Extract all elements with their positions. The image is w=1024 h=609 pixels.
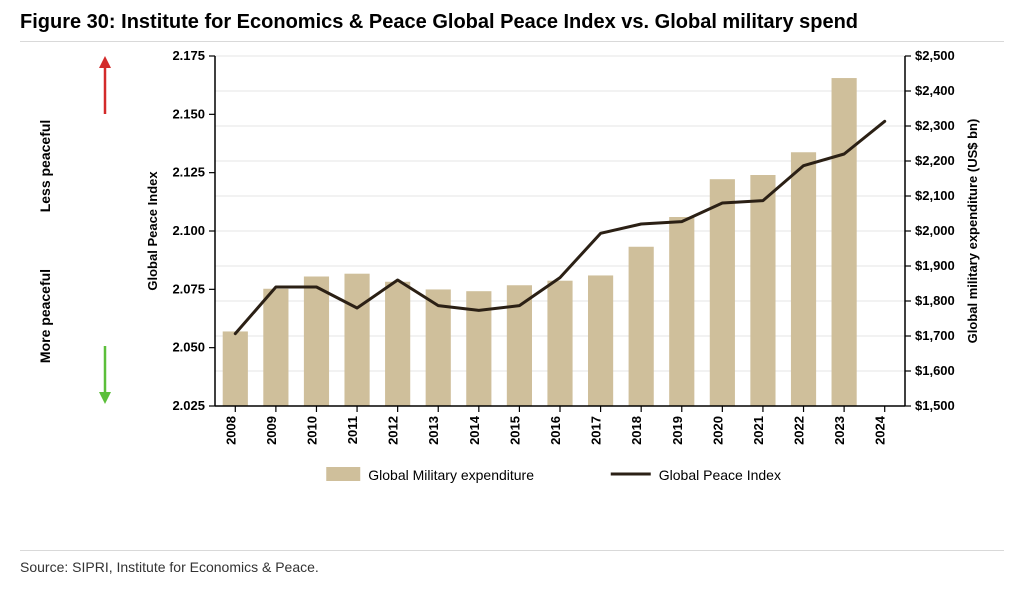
bar	[547, 281, 572, 406]
x-tick-label: 2017	[589, 416, 604, 445]
legend-line-label: Global Peace Index	[659, 467, 781, 483]
figure-title: Figure 30: Institute for Economics & Pea…	[20, 10, 1004, 35]
x-tick-label: 2015	[507, 416, 522, 445]
right-tick-label: $2,500	[915, 48, 955, 63]
more-peaceful-arrowhead-icon	[99, 392, 111, 404]
x-tick-label: 2008	[223, 416, 238, 445]
x-tick-label: 2013	[426, 416, 441, 445]
x-tick-label: 2010	[304, 416, 319, 445]
right-tick-label: $2,300	[915, 118, 955, 133]
footer-rule	[20, 550, 1004, 551]
x-tick-label: 2018	[629, 416, 644, 445]
x-tick-label: 2014	[467, 415, 482, 445]
right-tick-label: $2,100	[915, 188, 955, 203]
left-tick-label: 2.100	[172, 223, 205, 238]
left-tick-label: 2.025	[172, 398, 205, 413]
x-tick-label: 2020	[710, 416, 725, 445]
x-tick-label: 2011	[345, 416, 360, 444]
legend-bar-label: Global Military expenditure	[368, 467, 534, 483]
x-tick-label: 2012	[386, 416, 401, 445]
right-tick-label: $1,600	[915, 363, 955, 378]
bar	[629, 247, 654, 406]
bar	[588, 275, 613, 406]
bar	[507, 285, 532, 406]
more-peaceful-label: More peaceful	[37, 269, 53, 363]
x-tick-label: 2022	[792, 416, 807, 445]
right-tick-label: $2,200	[915, 153, 955, 168]
left-axis-label: Global Peace Index	[145, 171, 160, 291]
right-axis-label: Global military expenditure (US$ bn)	[965, 119, 980, 344]
left-tick-label: 2.075	[172, 281, 205, 296]
less-peaceful-arrowhead-icon	[99, 56, 111, 68]
title-rule	[20, 41, 1004, 42]
right-tick-label: $1,700	[915, 328, 955, 343]
right-tick-label: $1,800	[915, 293, 955, 308]
right-tick-label: $2,400	[915, 83, 955, 98]
x-tick-label: 2016	[548, 416, 563, 445]
bar	[710, 179, 735, 406]
chart-svg: 2008 2009 2010 2011 2012 2013 2014 2015 2016 2017…	[20, 46, 1004, 546]
x-tick-label: 2009	[264, 416, 279, 445]
chart-container: 2008 2009 2010 2011 2012 2013 2014 2015 2016 2017…	[20, 46, 1004, 546]
right-tick-label: $1,500	[915, 398, 955, 413]
right-tick-label: $2,000	[915, 223, 955, 238]
left-tick-label: 2.150	[172, 106, 205, 121]
bar	[669, 217, 694, 406]
bar	[832, 78, 857, 406]
source-text: Source: SIPRI, Institute for Economics &…	[20, 559, 1004, 575]
x-tick-label: 2021	[751, 416, 766, 445]
x-tick-label: 2024	[873, 415, 888, 445]
bar	[263, 289, 288, 406]
bar	[750, 175, 775, 406]
x-tick-label: 2023	[832, 416, 847, 445]
left-tick-label: 2.175	[172, 48, 205, 63]
right-tick-label: $1,900	[915, 258, 955, 273]
bar	[304, 277, 329, 407]
left-tick-label: 2.050	[172, 340, 205, 355]
less-peaceful-label: Less peaceful	[37, 120, 53, 213]
left-tick-label: 2.125	[172, 165, 205, 180]
bar	[223, 331, 248, 406]
bar	[344, 274, 369, 406]
bar	[791, 152, 816, 406]
bar	[385, 282, 410, 406]
legend-bar-swatch	[326, 467, 360, 481]
x-tick-label: 2019	[670, 416, 685, 445]
